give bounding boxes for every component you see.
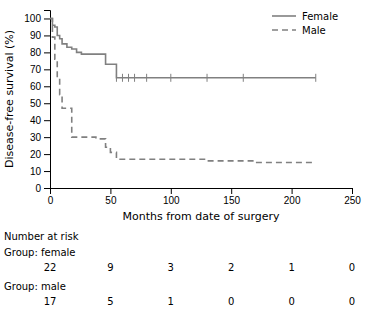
y-tick-mark — [44, 69, 50, 70]
risk-count: 2 — [228, 262, 234, 273]
y-axis-line — [44, 11, 51, 189]
x-tick-mark — [352, 188, 353, 194]
x-axis-title: Months from date of surgery — [122, 210, 280, 223]
censor-tick — [170, 74, 171, 82]
censor-tick — [207, 74, 208, 82]
legend-label: Male — [302, 25, 326, 36]
censor-tick — [315, 74, 316, 82]
y-tick-label: 30 — [30, 132, 42, 143]
censor-tick — [122, 74, 123, 82]
y-tick-label: 60 — [30, 81, 42, 92]
x-tick: 200 — [284, 188, 301, 206]
y-tick-label: 50 — [30, 98, 42, 109]
risk-count: 17 — [44, 296, 57, 307]
y-tick: 10 — [30, 166, 50, 177]
risk-group-label: Group: female — [4, 247, 75, 258]
censor-tick — [116, 74, 117, 82]
x-tick: 250 — [344, 188, 361, 206]
y-tick-mark — [44, 103, 50, 104]
marks — [50, 18, 316, 162]
y-tick-label: 90 — [30, 30, 42, 41]
risk-table-title: Number at risk — [4, 231, 79, 242]
x-tick-label: 150 — [223, 195, 240, 206]
survival-curve — [50, 18, 316, 77]
x-tick-label: 100 — [163, 195, 180, 206]
y-tick-label: 10 — [30, 166, 42, 177]
risk-table: Number at risk Group: female 22 9 3 2 1 0 Group:… — [4, 231, 355, 307]
y-tick: 100 — [24, 13, 50, 24]
risk-count: 0 — [349, 262, 355, 273]
risk-count: 1 — [168, 296, 174, 307]
y-tick-mark — [44, 35, 50, 36]
risk-count: 22 — [44, 262, 57, 273]
x-tick-label: 250 — [344, 195, 361, 206]
y-tick-mark — [44, 171, 50, 172]
y-axis: 0 10 20 30 40 50 60 70 80 90 100 — [24, 11, 50, 194]
censor-tick — [146, 74, 147, 82]
censor-tick — [128, 74, 129, 82]
y-tick-mark — [44, 120, 50, 121]
legend-swatch — [272, 15, 296, 17]
x-tick-mark — [110, 188, 111, 194]
risk-count: 5 — [107, 296, 113, 307]
y-tick-mark — [44, 154, 50, 155]
risk-count: 0 — [349, 296, 355, 307]
y-tick-mark — [44, 137, 50, 138]
x-tick-mark — [171, 188, 172, 194]
legend: Female Male — [272, 11, 338, 36]
risk-count: 0 — [228, 296, 234, 307]
risk-group-label: Group: male — [4, 281, 66, 292]
risk-count: 9 — [107, 262, 113, 273]
y-axis-title: Disease-free survival (%) — [3, 30, 16, 168]
x-tick-label: 50 — [105, 195, 117, 206]
x-tick: 50 — [105, 188, 117, 206]
survival-curve — [50, 18, 316, 162]
y-tick: 80 — [30, 47, 50, 58]
y-tick-mark — [44, 188, 50, 189]
y-tick: 70 — [30, 64, 50, 75]
risk-count: 0 — [288, 296, 294, 307]
x-tick-label: 0 — [48, 195, 54, 206]
legend-swatch — [272, 29, 296, 31]
x-axis-line — [51, 189, 353, 195]
y-tick-mark — [44, 18, 50, 19]
y-tick-label: 40 — [30, 115, 42, 126]
y-tick: 20 — [30, 149, 50, 160]
x-tick-label: 200 — [284, 195, 301, 206]
y-tick-mark — [44, 52, 50, 53]
y-tick-label: 100 — [24, 13, 41, 24]
censor-tick — [134, 74, 135, 82]
y-tick-mark — [44, 86, 50, 87]
y-tick: 40 — [30, 115, 50, 126]
y-tick: 50 — [30, 98, 50, 109]
x-tick: 0 — [48, 188, 54, 206]
y-tick: 0 — [35, 183, 50, 194]
x-tick: 150 — [223, 188, 240, 206]
y-tick-label: 80 — [30, 47, 42, 58]
risk-count: 3 — [168, 262, 174, 273]
x-tick-mark — [292, 188, 293, 194]
chart: 0501001502002500102030405060708090100Fem… — [0, 0, 366, 325]
legend-label: Female — [302, 11, 338, 22]
y-tick: 60 — [30, 81, 50, 92]
x-tick: 100 — [163, 188, 180, 206]
y-tick: 90 — [30, 30, 50, 41]
y-tick-label: 20 — [30, 149, 42, 160]
y-tick-label: 0 — [35, 183, 41, 194]
x-tick-mark — [231, 188, 232, 194]
censor-tick — [243, 74, 244, 82]
y-tick: 30 — [30, 132, 50, 143]
y-tick-label: 70 — [30, 64, 42, 75]
plot: 0 50 100 150 200 250 0 10 20 30 40 50 60 70 80 90 100 Fem… — [24, 11, 361, 207]
risk-count: 1 — [288, 262, 294, 273]
x-axis: 0 50 100 150 200 250 — [48, 188, 362, 206]
